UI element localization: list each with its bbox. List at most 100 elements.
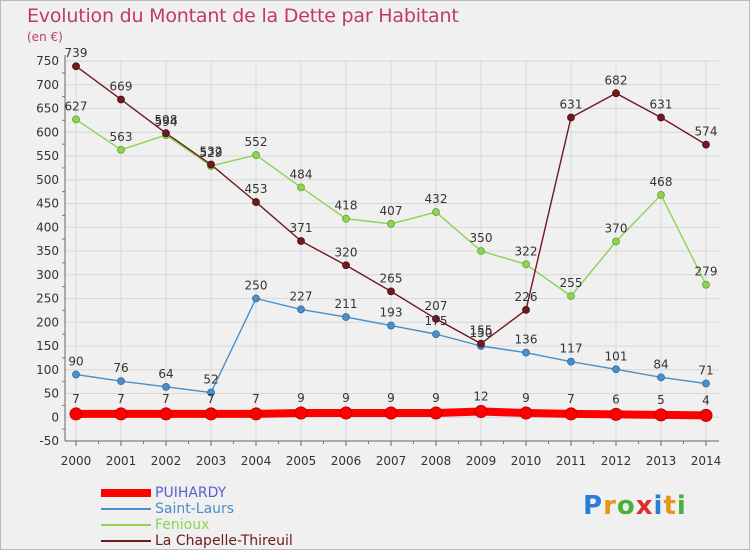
data-label: 193 <box>380 306 403 320</box>
data-point <box>477 247 485 255</box>
legend-swatch <box>101 489 151 497</box>
data-point <box>522 260 530 269</box>
data-label: 226 <box>515 290 538 304</box>
data-label: 350 <box>470 231 493 245</box>
y-tick-label: 0 <box>51 410 59 424</box>
data-point <box>297 305 305 314</box>
data-point <box>252 151 260 159</box>
data-label: 322 <box>515 244 538 258</box>
data-point <box>162 382 170 391</box>
x-tick-label: 2013 <box>646 454 677 468</box>
data-label: 155 <box>470 324 493 338</box>
y-tick-label: 150 <box>36 339 59 353</box>
legend-item: PUIHARDY <box>101 485 293 501</box>
data-label: 265 <box>380 271 403 285</box>
data-point <box>567 357 575 366</box>
data-label: 255 <box>560 276 583 290</box>
data-point <box>699 408 713 422</box>
data-point <box>342 261 350 270</box>
y-tick-label: 550 <box>36 149 59 163</box>
data-point <box>207 388 215 397</box>
data-point <box>657 113 665 122</box>
data-label: 84 <box>653 357 668 371</box>
data-label: 7 <box>252 392 260 406</box>
data-point <box>117 95 125 104</box>
data-point <box>342 214 350 223</box>
legend-item: Fenioux <box>101 517 293 533</box>
x-tick-label: 2009 <box>466 454 497 468</box>
data-point <box>432 315 440 323</box>
data-label: 4 <box>702 393 710 407</box>
data-label: 76 <box>113 361 128 375</box>
data-label: 682 <box>605 73 628 87</box>
y-tick-label: 200 <box>36 315 59 329</box>
data-label: 631 <box>650 98 673 112</box>
legend-item: La Chapelle-Thireuil <box>101 533 293 549</box>
legend-label: PUIHARDY <box>155 485 227 501</box>
y-tick-label: 700 <box>36 78 59 92</box>
data-label: 7 <box>117 392 125 406</box>
legend: PUIHARDY Saint-Laurs Fenioux La Chapelle-Th… <box>101 485 293 549</box>
x-tick-label: 2014 <box>691 454 722 468</box>
logo-letter: t <box>663 491 677 521</box>
data-label: 71 <box>698 364 713 378</box>
data-point <box>387 287 395 296</box>
data-label: 484 <box>290 167 313 181</box>
logo-letter: r <box>603 491 617 521</box>
data-point <box>117 377 125 386</box>
data-point <box>339 406 353 420</box>
data-point <box>72 62 80 71</box>
x-axis-ticks: 2000 2001 2002 2003 2004 2005 2006 2007 2008 2009… <box>61 454 722 468</box>
data-label: 250 <box>245 279 268 293</box>
data-point <box>207 160 215 169</box>
logo-letter: P <box>583 491 604 521</box>
data-label: 669 <box>110 79 133 93</box>
y-tick-label: 600 <box>36 125 59 139</box>
data-label: 12 <box>473 390 488 404</box>
y-axis-ticks: -50 0 50 100 150 200 250 300 350 400 450 500 550 600 6… <box>36 54 59 448</box>
data-label: 407 <box>380 204 403 218</box>
data-point <box>702 140 710 149</box>
x-tick-label: 2008 <box>421 454 452 468</box>
data-label: 9 <box>342 391 350 405</box>
data-point <box>342 313 350 321</box>
data-point <box>522 348 530 357</box>
data-label: 5 <box>657 393 665 407</box>
legend-item: Saint-Laurs <box>101 501 293 517</box>
data-point <box>657 191 665 199</box>
data-point <box>702 379 710 388</box>
data-label: 598 <box>155 113 178 127</box>
x-tick-label: 2000 <box>61 454 92 468</box>
data-point <box>567 113 575 122</box>
data-point <box>297 237 305 245</box>
data-point <box>612 237 620 246</box>
legend-swatch <box>101 508 151 510</box>
data-point <box>69 407 83 421</box>
x-tick-label: 2010 <box>511 454 542 468</box>
data-label: 64 <box>158 367 173 381</box>
data-point <box>567 292 575 301</box>
data-point <box>294 406 308 420</box>
data-label: 136 <box>515 333 538 347</box>
legend-label: Fenioux <box>155 517 210 533</box>
data-label: 207 <box>425 299 448 313</box>
data-label: 453 <box>245 182 268 196</box>
data-label: 563 <box>110 130 133 144</box>
data-point <box>609 407 623 421</box>
data-label: 739 <box>65 46 88 60</box>
data-point <box>72 115 80 124</box>
data-point <box>432 208 440 216</box>
x-tick-label: 2003 <box>196 454 227 468</box>
y-tick-label: 650 <box>36 102 59 116</box>
x-tick-label: 2011 <box>556 454 587 468</box>
data-label: 371 <box>290 221 313 235</box>
data-point <box>564 407 578 421</box>
data-label: 9 <box>522 391 530 405</box>
proxiti-logo: Proxiti <box>583 491 687 521</box>
data-point <box>522 305 530 314</box>
data-point <box>474 405 488 419</box>
data-point <box>72 370 80 379</box>
data-label: 175 <box>425 314 448 328</box>
